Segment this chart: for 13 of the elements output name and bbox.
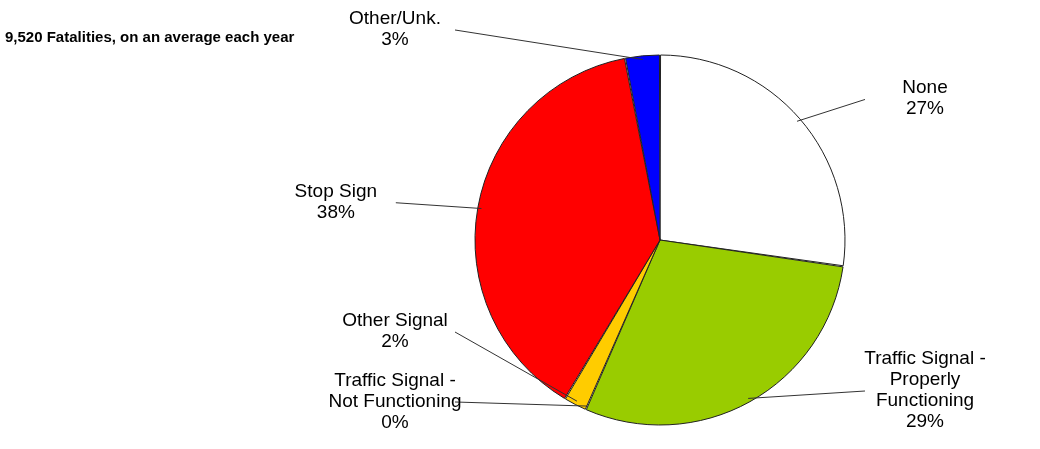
slice-label: None [902,76,948,98]
data-label: 38% [316,200,355,222]
data-label: 3% [381,28,409,49]
slice-label: Other/Unk. [349,7,441,28]
data-label: 2% [381,330,409,351]
slice-label: Other Signal [342,309,448,330]
data-label: 29% [905,410,945,431]
slice-label: Stop Sign [294,179,378,201]
data-label: 27% [905,97,945,119]
text: 9,520 Fatalities, on an average each year [5,28,295,45]
slice-label: Traffic Signal - Properly Functioning [864,347,986,410]
category-label: Traffic Signal - Not Functioning [328,368,462,411]
text: 0% [381,410,409,432]
